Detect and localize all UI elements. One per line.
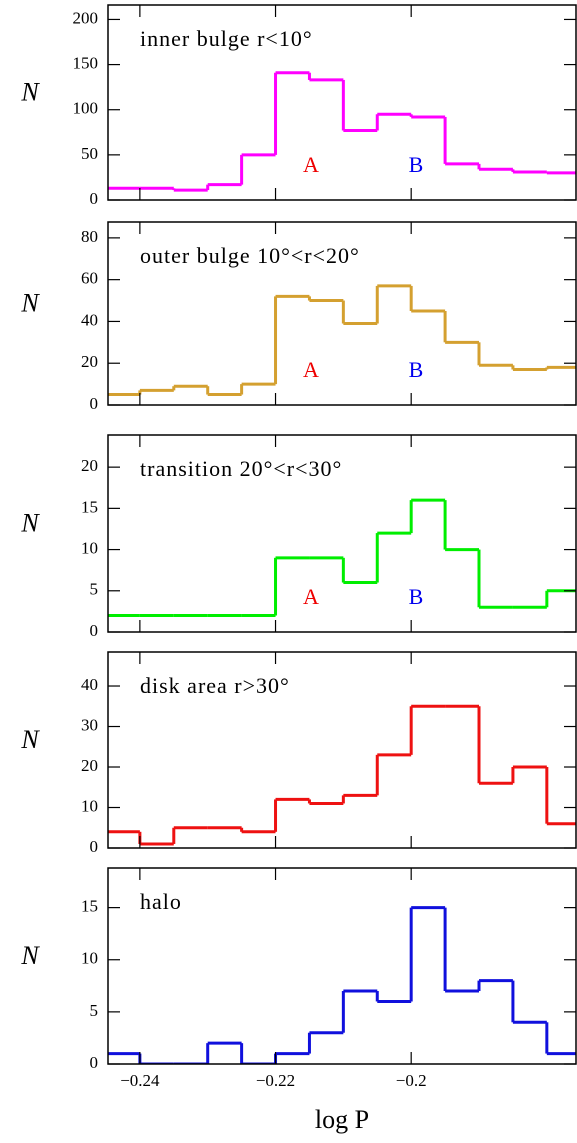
plot-frame xyxy=(107,221,577,406)
panel-title: inner bulge r<10° xyxy=(140,26,313,51)
x-tick-label: −0.2 xyxy=(396,1071,427,1090)
y-tick-label: 0 xyxy=(90,189,99,208)
y-tick-label: 20 xyxy=(81,756,98,775)
x-axis-label: log P xyxy=(315,1105,369,1134)
y-tick-label: 20 xyxy=(81,456,98,475)
plot-frame xyxy=(107,434,577,633)
x-tick-label: −0.24 xyxy=(120,1071,160,1090)
y-tick-label: 5 xyxy=(90,580,99,599)
y-tick-label: 10 xyxy=(81,949,98,968)
y-tick-label: 10 xyxy=(81,796,98,815)
y-tick-label: 0 xyxy=(90,621,99,640)
plot-frame xyxy=(107,651,577,849)
annotation: A xyxy=(303,584,319,609)
y-tick-label: 0 xyxy=(90,394,99,413)
y-axis-label: N xyxy=(20,288,40,317)
annotation: A xyxy=(303,152,319,177)
panel-title: transition 20°<r<30° xyxy=(140,456,342,481)
y-axis-label: N xyxy=(20,725,40,754)
annotation: B xyxy=(409,357,424,382)
y-tick-label: 100 xyxy=(73,99,99,118)
y-axis-label: N xyxy=(20,941,40,970)
x-tick-label: −0.22 xyxy=(256,1071,295,1090)
y-tick-label: 80 xyxy=(81,227,98,246)
y-tick-label: 40 xyxy=(81,310,98,329)
y-tick-label: 150 xyxy=(73,53,99,72)
annotation: B xyxy=(409,152,424,177)
y-tick-label: 15 xyxy=(81,897,98,916)
y-tick-label: 5 xyxy=(90,1001,99,1020)
plot-frame xyxy=(107,867,577,1065)
y-tick-label: 20 xyxy=(81,352,98,371)
y-tick-label: 40 xyxy=(81,675,98,694)
y-tick-label: 0 xyxy=(90,1053,99,1072)
y-tick-label: 60 xyxy=(81,269,98,288)
panel-title: outer bulge 10°<r<20° xyxy=(140,243,360,268)
y-tick-label: 200 xyxy=(73,8,99,27)
y-tick-label: 30 xyxy=(81,715,98,734)
panel-title: disk area r>30° xyxy=(140,673,290,698)
y-tick-label: 50 xyxy=(81,144,98,163)
y-tick-label: 10 xyxy=(81,538,98,557)
y-axis-label: N xyxy=(20,77,40,106)
y-tick-label: 15 xyxy=(81,497,98,516)
y-tick-label: 0 xyxy=(90,837,99,856)
panel-title: halo xyxy=(140,889,182,914)
y-axis-label: N xyxy=(20,508,40,537)
plot-frame xyxy=(107,4,577,201)
annotation: A xyxy=(303,357,319,382)
annotation: B xyxy=(409,584,424,609)
